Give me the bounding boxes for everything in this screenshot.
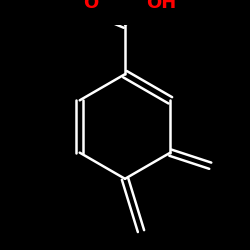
Text: O: O (83, 0, 98, 12)
Text: OH: OH (146, 0, 176, 12)
